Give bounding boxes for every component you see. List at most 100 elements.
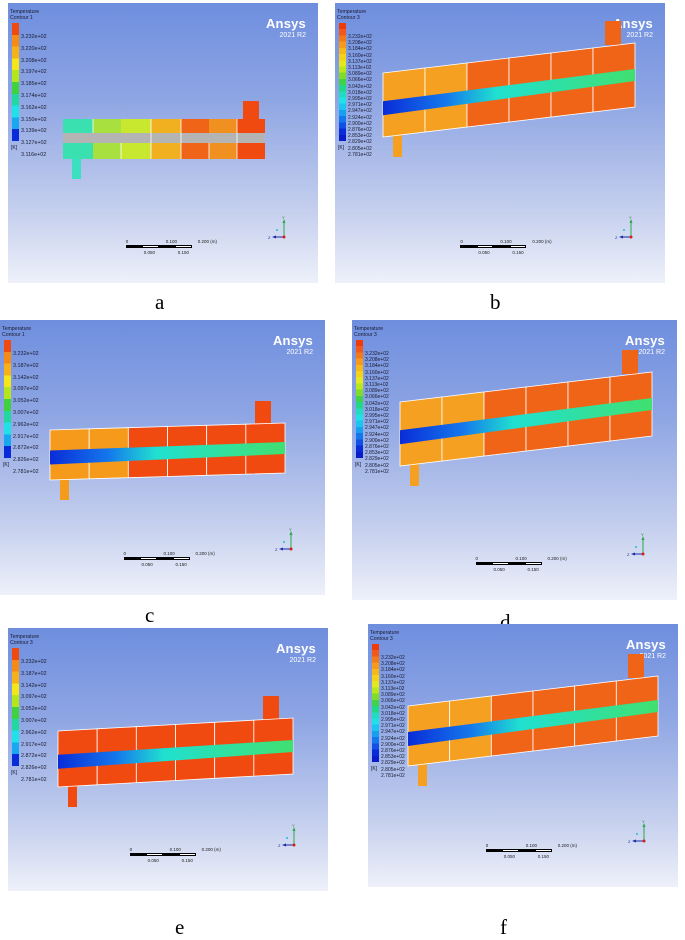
svg-text:Z: Z bbox=[628, 839, 631, 844]
legend-title-line1: Temperature bbox=[2, 326, 32, 332]
scale-label: 0.050 bbox=[493, 567, 505, 572]
scale-segment bbox=[162, 853, 180, 856]
scale-segment bbox=[508, 562, 525, 565]
scale-label: 0.100 bbox=[525, 843, 538, 848]
scale-label: 0.100 bbox=[169, 847, 181, 852]
scale-segment bbox=[146, 853, 163, 856]
scale-bar: 0 0.100 0.200 (m) 0.050 0.150 bbox=[125, 239, 217, 259]
legend-tick: 3.137e+02 bbox=[365, 375, 389, 382]
scale-label: 0.150 bbox=[512, 250, 524, 255]
scale-label: 0.150 bbox=[175, 562, 187, 567]
legend-tick: 3.197e+02 bbox=[21, 69, 47, 76]
legend-tick: 3.220e+02 bbox=[21, 45, 47, 52]
legend-tick: 3.184e+02 bbox=[348, 46, 372, 53]
scale-label: 0 bbox=[485, 843, 489, 848]
scale-segment bbox=[509, 245, 527, 248]
legend-tick: 3.160e+02 bbox=[348, 52, 372, 59]
legend-tick: 2.829e+02 bbox=[365, 456, 389, 463]
legend-tick: 3.232e+02 bbox=[13, 351, 39, 357]
legend-tick: 3.137e+02 bbox=[348, 58, 372, 65]
panel-label: a bbox=[155, 290, 165, 314]
contour-panel-d: Ansys 2021 R2 Temperature Contour 3 3.232e+0… bbox=[352, 320, 677, 600]
legend-tick: 2.917e+02 bbox=[21, 741, 47, 748]
version-label: 2021 R2 bbox=[639, 653, 666, 660]
legend-tick: 2.900e+02 bbox=[365, 437, 389, 444]
brand-name: Ansys bbox=[612, 16, 653, 31]
legend-tick: 2.924e+02 bbox=[365, 431, 389, 438]
axis-triad-icon: Y Z bbox=[627, 532, 653, 558]
contour-panel-f: Ansys 2021 R2 Temperature Contour 3 3.232e+0… bbox=[368, 624, 678, 887]
legend-unit: [K] bbox=[338, 144, 345, 151]
legend-title: Temperature Contour 3 bbox=[354, 326, 383, 338]
legend-tick: 2.805e+02 bbox=[381, 766, 405, 773]
legend-tick: 3.162e+02 bbox=[21, 104, 47, 111]
scale-label: 0.100 bbox=[515, 556, 527, 561]
scale-segment bbox=[123, 557, 140, 560]
axis-triad-icon: Y Z bbox=[275, 527, 301, 553]
legend-tick: 3.052e+02 bbox=[21, 706, 47, 713]
legend-tick: 3.113e+02 bbox=[365, 382, 389, 388]
legend-tick: 3.007e+02 bbox=[13, 410, 39, 416]
legend-tick: 3.097e+02 bbox=[13, 386, 39, 393]
temperature-legend: Temperature Contour 3 3.232e+02 3.208e+02 3.… bbox=[337, 9, 372, 158]
legend-title: Temperature Contour 3 bbox=[370, 630, 399, 642]
heat-exchanger-geometry bbox=[63, 101, 265, 179]
svg-text:Z: Z bbox=[615, 235, 618, 240]
svg-text:Z: Z bbox=[268, 235, 271, 240]
scale-segment bbox=[475, 562, 492, 565]
legend-title: Temperature Contour 1 bbox=[2, 326, 31, 338]
legend-tick: 3.018e+02 bbox=[365, 406, 389, 413]
legend-title-line2: Contour 1 bbox=[10, 15, 33, 21]
legend-tick: 3.187e+02 bbox=[21, 670, 47, 677]
legend-tick: 2.962e+02 bbox=[21, 729, 47, 736]
legend-tick: 3.007e+02 bbox=[21, 718, 47, 724]
legend-tick: 3.232e+02 bbox=[365, 351, 389, 357]
legend-tick: 3.018e+02 bbox=[381, 710, 405, 717]
heat-exchanger-geometry bbox=[382, 21, 636, 157]
svg-text:Y: Y bbox=[641, 532, 644, 537]
contour-panel-a: Ansys 2021 R2 Temperature Contour 1 3.232e+0… bbox=[8, 3, 318, 283]
contour-panel-b: Ansys 2021 R2 Temperature Contour 3 3.232e+0… bbox=[335, 3, 665, 283]
brand-name: Ansys bbox=[624, 333, 665, 348]
brand-name: Ansys bbox=[265, 16, 306, 31]
legend-tick: 3.042e+02 bbox=[381, 704, 405, 711]
legend-tick: 3.018e+02 bbox=[348, 89, 372, 96]
scale-segment bbox=[129, 853, 147, 856]
legend-tick: 2.829e+02 bbox=[348, 139, 372, 146]
svg-text:Z: Z bbox=[275, 547, 278, 552]
scale-segment bbox=[502, 849, 519, 852]
legend-tick: 3.232e+02 bbox=[21, 659, 47, 665]
legend-tick: 2.805e+02 bbox=[365, 462, 389, 469]
legend-tick: 2.917e+02 bbox=[13, 433, 39, 440]
panel-label: d bbox=[500, 610, 511, 634]
legend-tick: 2.876e+02 bbox=[348, 127, 372, 133]
scale-label: 0.050 bbox=[141, 562, 153, 567]
legend-tick: 3.185e+02 bbox=[21, 81, 47, 88]
brand-name: Ansys bbox=[625, 637, 666, 652]
temperature-legend: Temperature Contour 1 3.232e+02 3.187e+02 3.… bbox=[2, 326, 39, 475]
legend-tick: 3.187e+02 bbox=[13, 362, 39, 369]
legend-title-line1: Temperature bbox=[10, 634, 40, 640]
legend-unit: [K] bbox=[371, 765, 378, 772]
scale-segment bbox=[175, 245, 192, 248]
scale-segment bbox=[493, 245, 510, 248]
scale-segment bbox=[158, 245, 176, 248]
heat-exchanger-geometry bbox=[57, 696, 294, 807]
scale-segment bbox=[460, 245, 477, 248]
legend-tick: 2.924e+02 bbox=[381, 735, 405, 742]
legend-title-line2: Contour 3 bbox=[354, 332, 377, 338]
legend-tick: 2.876e+02 bbox=[365, 444, 389, 450]
legend-title: Temperature Contour 3 bbox=[10, 634, 39, 646]
legend-tick: 3.089e+02 bbox=[365, 388, 389, 395]
svg-text:Y: Y bbox=[629, 215, 632, 220]
legend-tick: 3.127e+02 bbox=[21, 140, 47, 147]
legend-title-line1: Temperature bbox=[370, 630, 400, 636]
legend-tick: 3.052e+02 bbox=[13, 398, 39, 405]
legend-tick: 3.139e+02 bbox=[21, 128, 47, 135]
legend-tick: 3.113e+02 bbox=[348, 65, 372, 71]
contour-panel-c: Ansys 2021 R2 Temperature Contour 1 3.232e+0… bbox=[0, 320, 325, 595]
legend-tick: 3.160e+02 bbox=[365, 369, 389, 376]
color-bar bbox=[339, 23, 346, 141]
legend-tick: 3.232e+02 bbox=[21, 34, 47, 40]
scale-segment bbox=[156, 557, 173, 560]
